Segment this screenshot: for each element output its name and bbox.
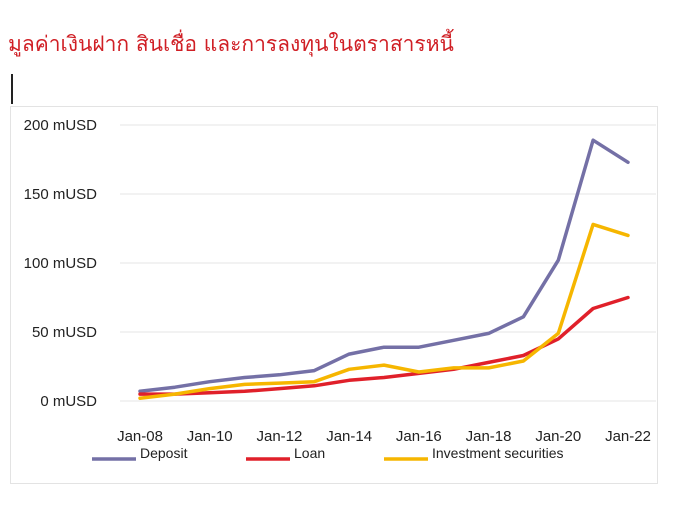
chart-title: มูลค่าเงินฝาก สินเชื่อ และการลงทุนในตราส… <box>8 32 454 56</box>
legend-label: Investment securities <box>432 445 564 461</box>
x-tick-label: Jan-12 <box>256 428 302 445</box>
x-tick-label: Jan-14 <box>326 428 372 445</box>
gridlines <box>120 124 656 402</box>
legend-label: Deposit <box>140 445 188 461</box>
text-cursor <box>11 74 13 104</box>
x-tick-label: Jan-08 <box>117 428 163 445</box>
series-line-deposit <box>138 138 630 394</box>
y-tick-label: 0 mUSD <box>40 393 97 410</box>
legend: Deposit Loan Investment securities <box>92 445 564 461</box>
x-axis-tick-labels: Jan-08 Jan-10 Jan-12 Jan-14 Jan-16 Jan-18 Jan-… <box>117 428 651 445</box>
series-lines <box>138 138 630 400</box>
x-tick-label: Jan-16 <box>396 428 442 445</box>
x-tick-label: Jan-22 <box>605 428 651 445</box>
x-tick-label: Jan-20 <box>535 428 581 445</box>
series-line-investment-securities <box>138 222 630 400</box>
y-tick-label: 150 mUSD <box>24 186 98 203</box>
y-tick-label: 100 mUSD <box>24 255 98 272</box>
y-tick-label: 50 mUSD <box>32 324 97 341</box>
chart-frame <box>10 106 658 484</box>
x-tick-label: Jan-18 <box>466 428 512 445</box>
x-tick-label: Jan-10 <box>187 428 233 445</box>
y-axis-tick-labels: 0 mUSD 50 mUSD 100 mUSD 150 mUSD 200 mUSD <box>24 117 98 410</box>
y-tick-label: 200 mUSD <box>24 117 98 134</box>
legend-label: Loan <box>294 445 325 461</box>
